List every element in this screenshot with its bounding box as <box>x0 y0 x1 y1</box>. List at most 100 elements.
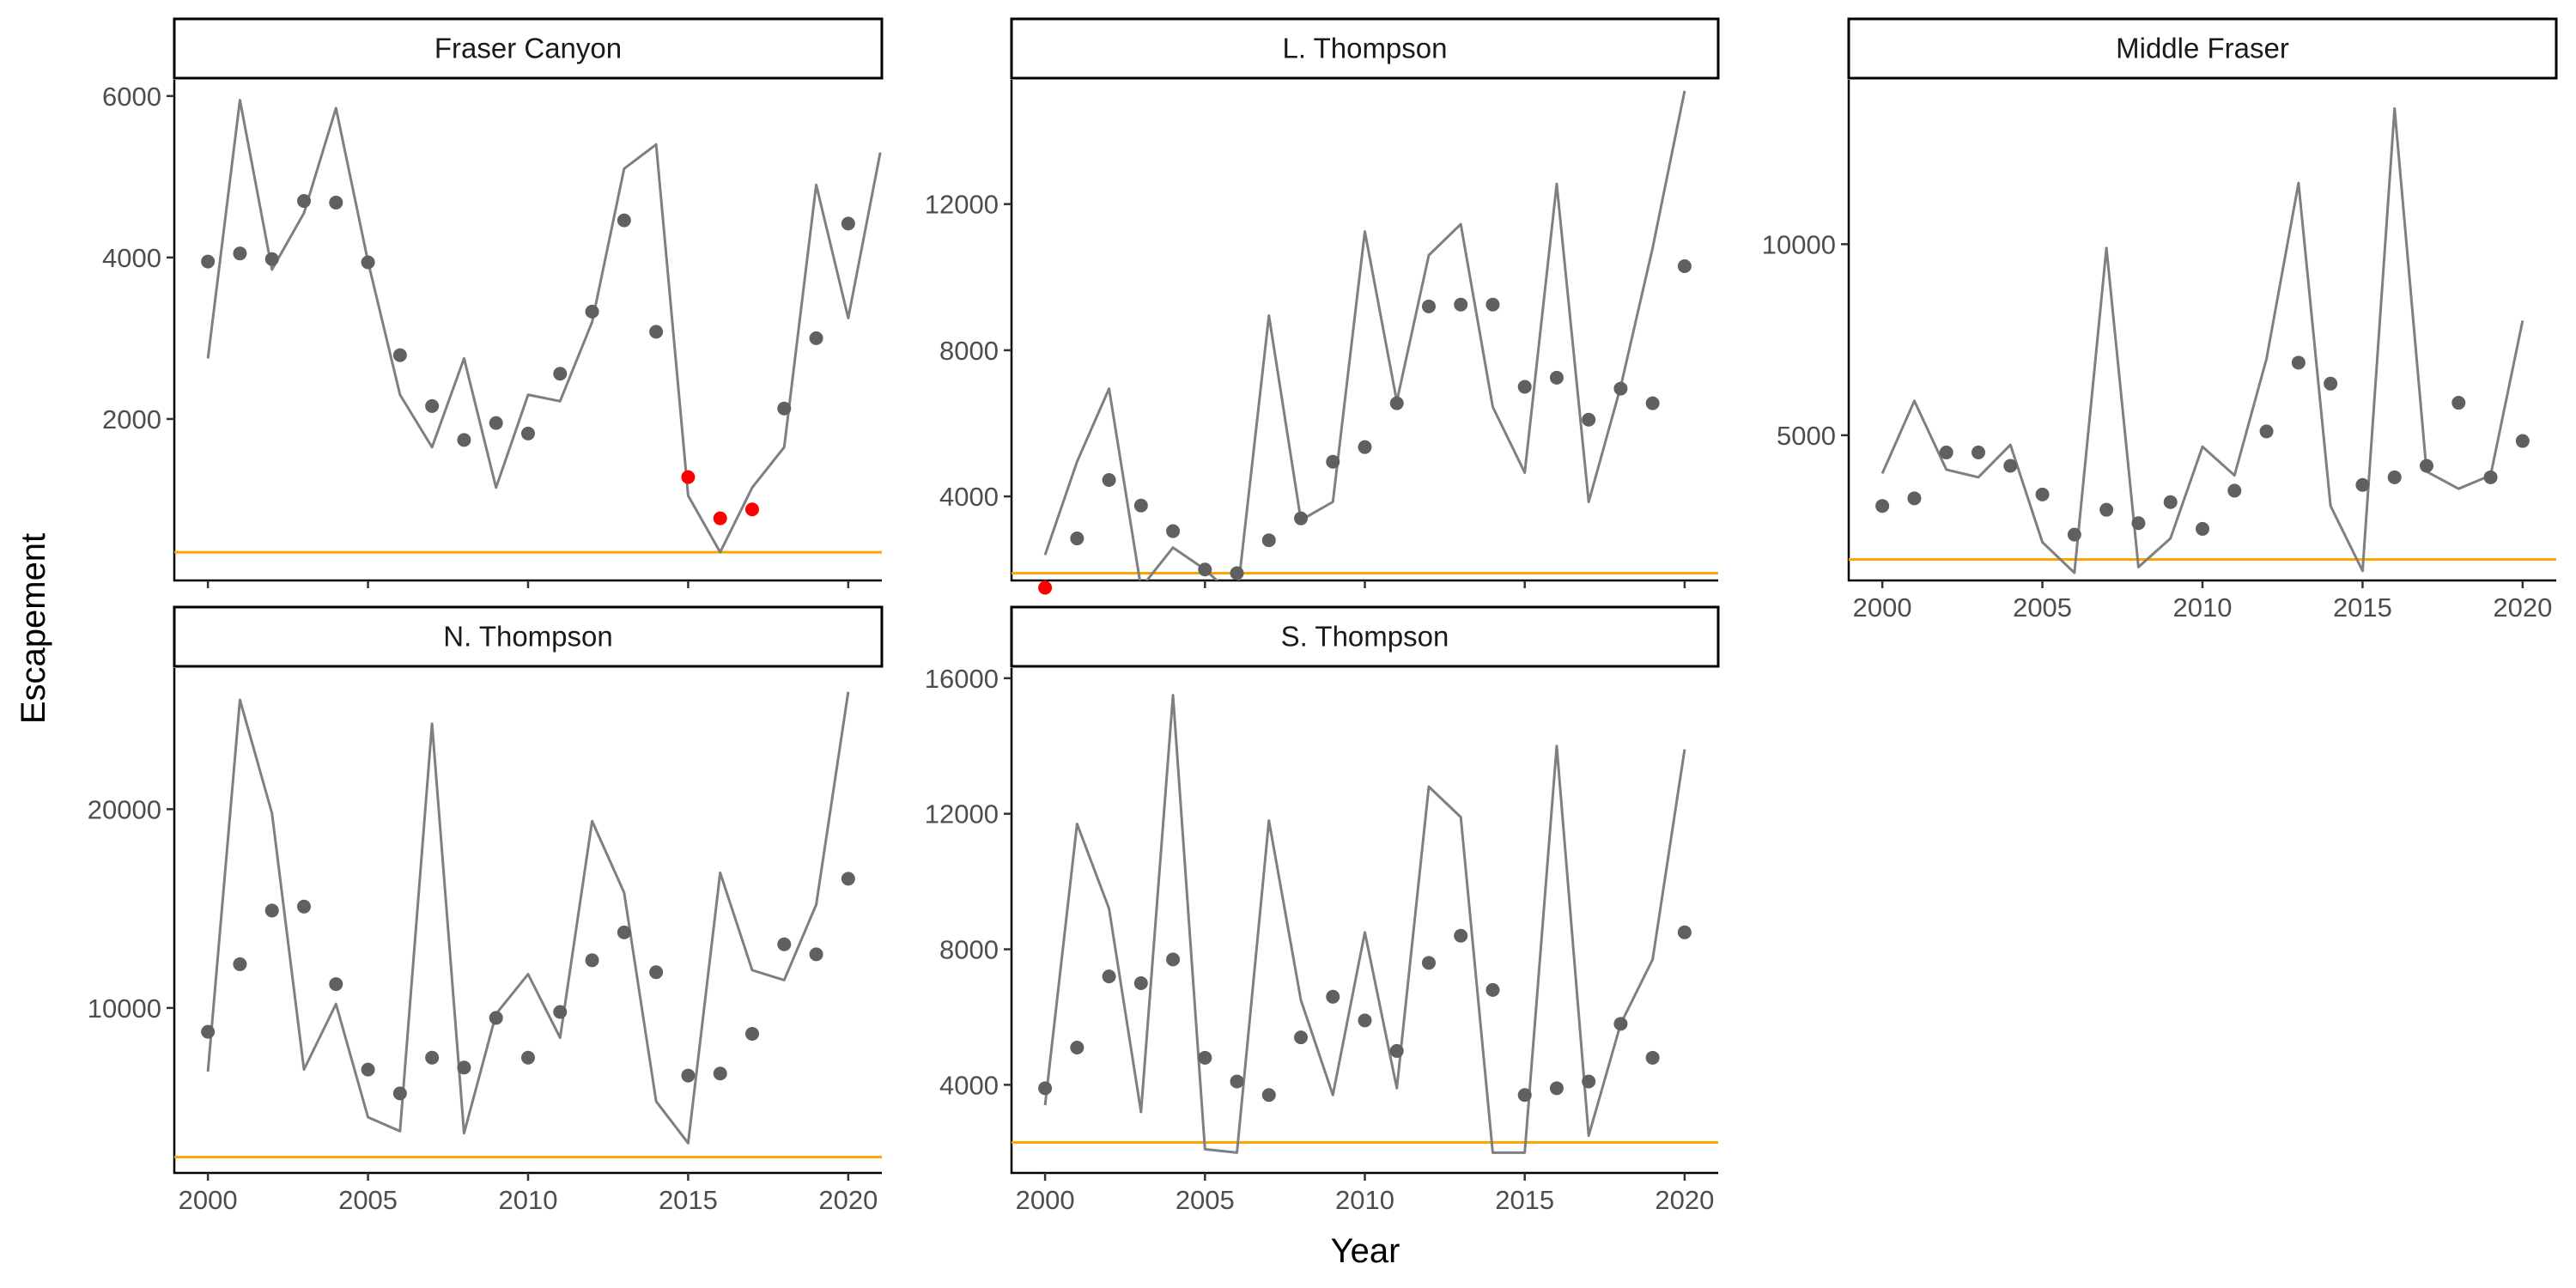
data-point <box>2067 527 2081 542</box>
panels-layer: Fraser Canyon 2000 4000 6000 L. Thompson 4000… <box>88 17 2558 1215</box>
data-point <box>1485 297 1500 312</box>
data-point <box>744 1026 759 1041</box>
x-tick-label: 2005 <box>2013 592 2072 623</box>
data-point <box>1326 454 1340 469</box>
x-tick-label: 2010 <box>499 1185 558 1215</box>
data-point <box>2451 396 2466 410</box>
data-point <box>617 925 631 939</box>
panel-n-thompson: N. Thompson 10000 20000 2000 2005 2010 2015 202… <box>88 605 884 1215</box>
panel-title: L. Thompson <box>1282 33 1447 64</box>
data-point <box>649 965 664 980</box>
data-point <box>1389 1043 1404 1058</box>
y-tick-label: 4000 <box>102 243 161 273</box>
data-point <box>1677 925 1692 939</box>
data-point <box>392 348 407 362</box>
data-point <box>297 194 312 209</box>
data-point <box>2515 434 2530 448</box>
data-point <box>489 416 503 430</box>
y-tick-label: 10000 <box>88 993 161 1024</box>
data-point <box>1582 1074 1596 1089</box>
data-point <box>1198 562 1212 577</box>
data-point <box>841 872 855 886</box>
data-point <box>425 1050 440 1065</box>
data-point <box>2419 459 2433 473</box>
data-point <box>1549 370 1564 385</box>
data-point <box>1517 1088 1532 1103</box>
data-point <box>521 1050 535 1065</box>
data-point <box>2291 355 2306 370</box>
data-point <box>297 899 312 914</box>
data-point <box>1645 396 1660 410</box>
x-tick-label: 2005 <box>338 1185 398 1215</box>
y-tick-label: 10000 <box>1762 229 1836 259</box>
data-point <box>1102 969 1116 984</box>
data-point <box>1261 533 1276 548</box>
data-point <box>329 977 343 992</box>
data-point <box>2483 470 2498 484</box>
x-tick-label: 2010 <box>2173 592 2233 623</box>
x-tick-label: 2000 <box>1853 592 1912 623</box>
data-point <box>777 401 792 416</box>
data-point <box>1421 956 1436 970</box>
x-tick-label: 2015 <box>2333 592 2392 623</box>
series-line <box>206 99 882 554</box>
data-point <box>201 1024 216 1039</box>
y-tick-label: 8000 <box>939 935 999 965</box>
data-point <box>585 953 599 968</box>
data-point <box>1677 259 1692 274</box>
data-point <box>2387 470 2402 484</box>
panel-strip <box>173 605 884 668</box>
y-axis-title: Escapement <box>15 533 52 724</box>
series-line <box>1043 90 1686 580</box>
data-point <box>809 331 823 345</box>
data-point <box>553 1005 568 1019</box>
data-point <box>361 255 375 270</box>
data-point <box>617 213 631 228</box>
data-point <box>1070 532 1084 546</box>
highlight-point <box>713 511 727 526</box>
data-point <box>392 1086 407 1101</box>
data-point <box>2324 376 2338 391</box>
data-point <box>264 252 279 266</box>
y-tick-label: 6000 <box>102 82 161 112</box>
panel-title: S. Thompson <box>1281 621 1449 653</box>
series-line <box>1043 694 1686 1154</box>
data-point <box>425 398 440 413</box>
data-point <box>1971 445 1986 459</box>
data-point <box>2163 495 2178 509</box>
data-point <box>809 947 823 962</box>
data-point <box>1133 976 1148 991</box>
data-point <box>1517 380 1532 394</box>
panel-strip <box>173 17 884 80</box>
data-point <box>1613 1017 1628 1031</box>
data-point <box>2227 483 2242 498</box>
data-point <box>649 325 664 339</box>
data-point <box>2259 424 2274 439</box>
highlight-point <box>744 502 759 517</box>
data-point <box>1907 491 1922 506</box>
x-tick-label: 2010 <box>1335 1185 1394 1215</box>
panel-fraser-canyon: Fraser Canyon 2000 4000 6000 <box>102 17 884 588</box>
y-tick-label: 4000 <box>939 1070 999 1100</box>
data-point <box>2003 459 2018 473</box>
data-point <box>1230 1074 1244 1089</box>
data-point <box>233 957 247 971</box>
data-point <box>2099 502 2114 517</box>
data-point <box>1230 566 1244 580</box>
data-point <box>329 195 343 210</box>
data-point <box>1582 412 1596 427</box>
data-point <box>1166 524 1181 538</box>
x-tick-label: 2005 <box>1176 1185 1235 1215</box>
y-tick-label: 20000 <box>88 794 161 824</box>
data-point <box>201 254 216 269</box>
panel-title: N. Thompson <box>443 621 612 653</box>
data-point <box>521 426 535 440</box>
data-point <box>1485 982 1500 997</box>
y-tick-label: 12000 <box>925 799 999 829</box>
data-point <box>1358 440 1372 454</box>
panel-l-thompson: L. Thompson 4000 8000 12000 <box>925 17 1720 595</box>
panel-s-thompson: S. Thompson 4000 8000 12000 16000 2000 2005 201… <box>925 605 1720 1215</box>
data-point <box>1645 1050 1660 1065</box>
x-tick-label: 2020 <box>2493 592 2552 623</box>
highlight-point <box>1038 580 1053 595</box>
